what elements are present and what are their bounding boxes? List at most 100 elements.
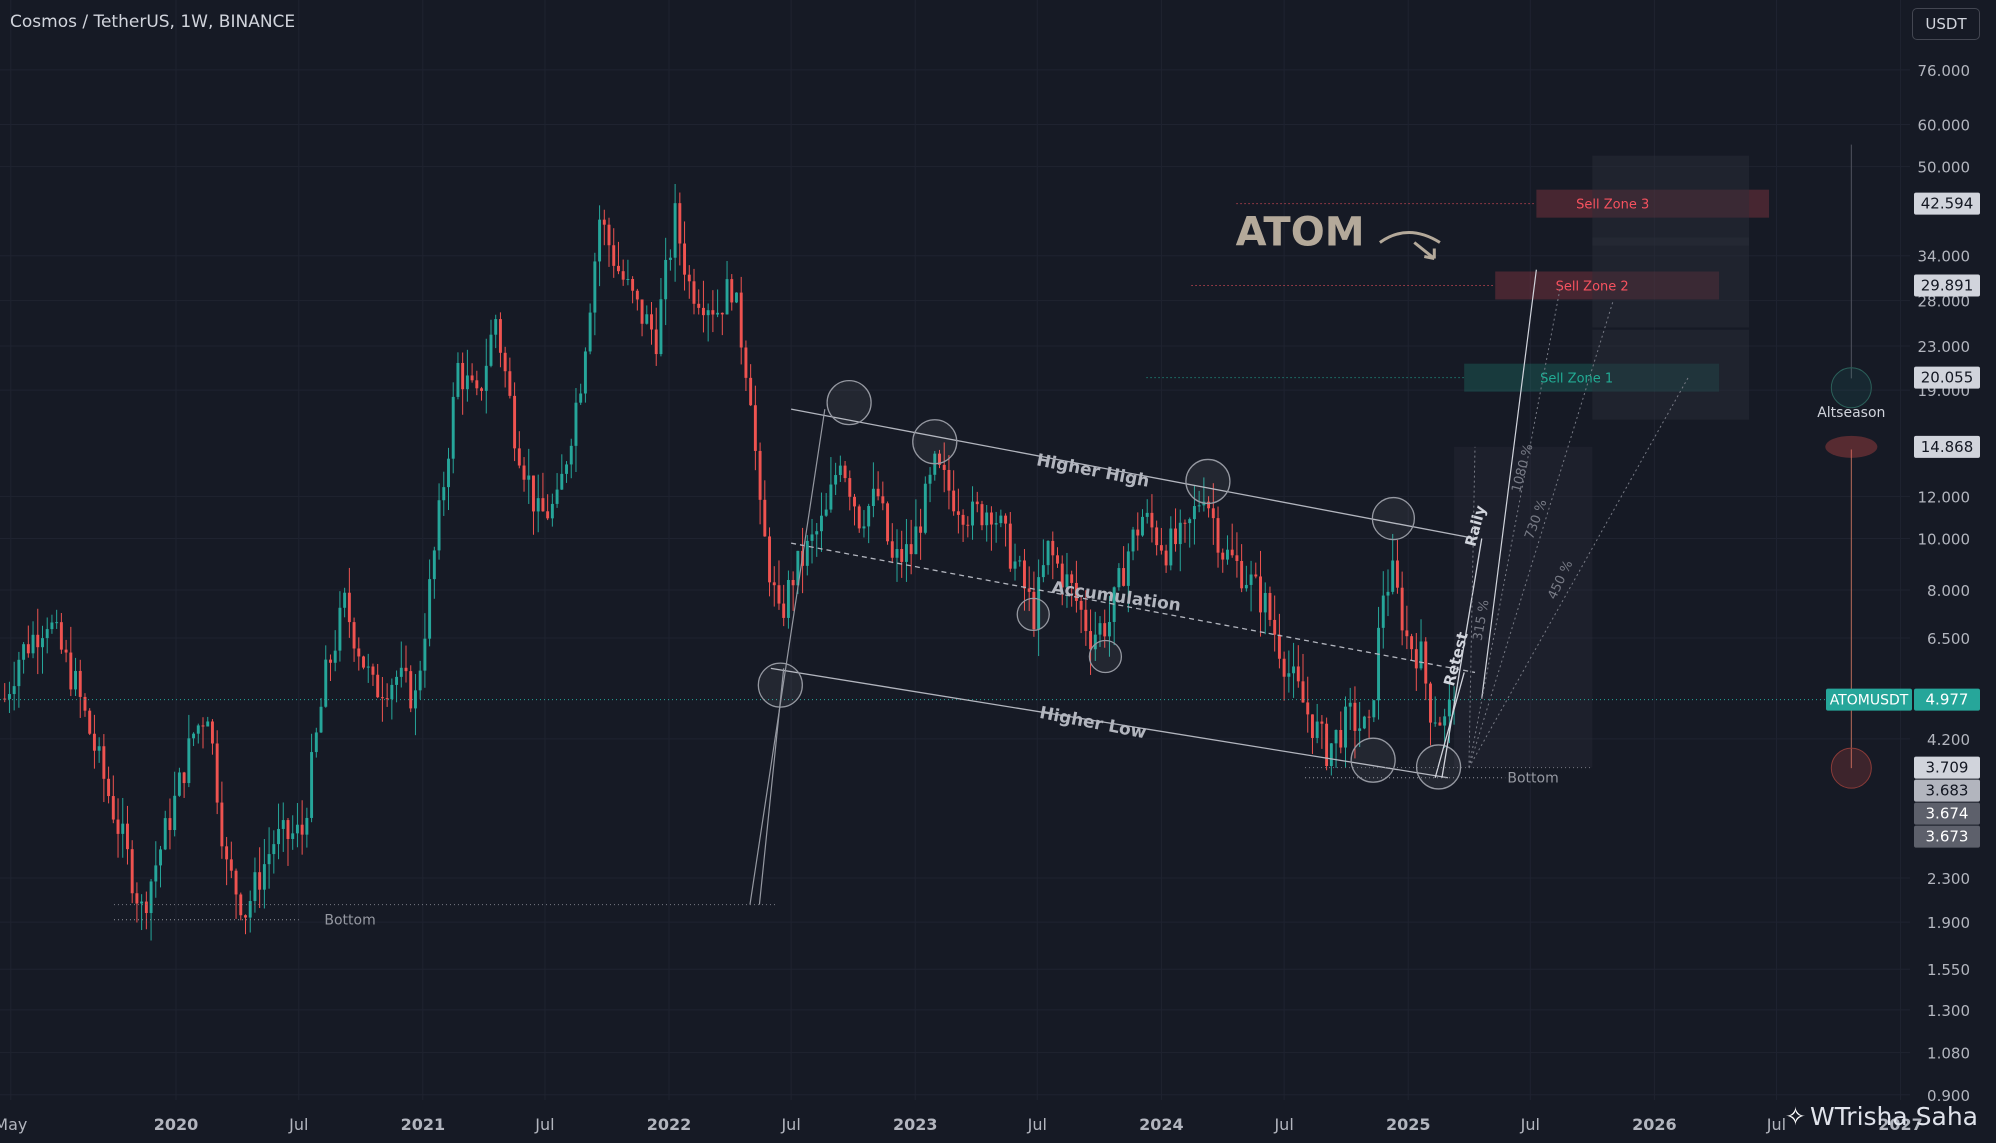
sell-zone-label: Sell Zone 1 [1540, 372, 1613, 387]
candle-body [177, 772, 181, 796]
price-label-box [1914, 435, 1980, 458]
candle-body [1419, 641, 1423, 669]
candle-body [1084, 609, 1088, 632]
candle-body [522, 465, 526, 480]
candle-body [451, 396, 455, 459]
candle-body [659, 299, 663, 355]
candle-body [1348, 702, 1352, 707]
candle-body [1268, 592, 1272, 620]
candle-body [413, 690, 417, 709]
watermark-text: WTrisha Saha [1809, 1102, 1978, 1131]
candle-body [1301, 681, 1305, 703]
y-tick-label: 1.300 [1927, 1002, 1970, 1020]
candles-layer [3, 184, 1456, 941]
candle-body [616, 265, 620, 272]
candle-body [1178, 522, 1182, 545]
currency-button[interactable]: USDT [1912, 8, 1980, 40]
candle-body [923, 483, 927, 533]
candle-body [1098, 623, 1102, 635]
candle-body [253, 872, 257, 901]
candle-body [1249, 574, 1253, 585]
candle-body [928, 474, 932, 484]
candle-body [220, 802, 224, 847]
candle-body [1183, 522, 1187, 524]
candle-body [461, 362, 465, 390]
candle-body [437, 500, 441, 551]
bottom-label: Bottom [324, 913, 375, 929]
fan-line [1468, 300, 1614, 768]
candle-body [867, 506, 871, 527]
candle-body [791, 579, 795, 586]
price-label-text: 3.683 [1926, 782, 1969, 800]
candle-body [664, 259, 668, 300]
candle-body [7, 694, 11, 699]
candle-body [503, 352, 507, 372]
candle-body [1023, 560, 1026, 589]
candle-body [730, 279, 734, 303]
candle-body [1060, 563, 1064, 588]
candle-body [149, 881, 153, 914]
candle-body [1037, 577, 1041, 630]
y-tick-label: 0.900 [1927, 1087, 1970, 1105]
price-label-box [1914, 802, 1980, 825]
candle-body [602, 219, 606, 225]
candle-body [706, 310, 710, 316]
chart-grid [0, 0, 1910, 1100]
candle-body [234, 870, 238, 895]
candle-body [50, 622, 54, 630]
candle-body [1320, 721, 1324, 724]
candle-body [1358, 728, 1362, 731]
y-tick-label: 6.500 [1927, 630, 1970, 648]
candle-body [886, 503, 890, 542]
candle-body [74, 670, 78, 690]
candle-body [64, 649, 68, 653]
price-label-text: 3.674 [1926, 805, 1969, 823]
candle-body [631, 278, 635, 291]
candle-body [1079, 600, 1083, 610]
candle-body [640, 299, 644, 324]
candle-body [838, 465, 842, 476]
candle-body [1292, 666, 1296, 674]
candle-body [1032, 591, 1036, 630]
candle-body [942, 464, 946, 470]
y-tick-label: 12.000 [1918, 488, 1971, 506]
candle-body [763, 499, 767, 537]
candle-body [1197, 505, 1201, 507]
candle-body [555, 489, 559, 504]
candle-body [69, 652, 73, 690]
candle-body [1240, 560, 1244, 589]
candle-body [583, 351, 587, 394]
y-tick-label: 1.080 [1927, 1045, 1970, 1063]
candle-body [45, 629, 49, 639]
candle-body [1424, 641, 1428, 684]
candle-body [121, 823, 125, 834]
sell-zone-box [1464, 363, 1720, 392]
candle-body [579, 393, 583, 403]
x-tick-label: Jul [1027, 1115, 1047, 1134]
candle-body [947, 469, 951, 491]
candle-body [26, 644, 30, 654]
fan-percent-label: 315 % [1471, 599, 1493, 642]
pivot-circle [1371, 496, 1416, 541]
candle-body [229, 859, 233, 871]
sell-zone-shade [1592, 155, 1750, 246]
candle-body [1353, 702, 1357, 731]
candle-body [904, 544, 908, 562]
candle-body [206, 721, 210, 727]
candle-body [541, 498, 545, 512]
candle-body [489, 334, 493, 366]
candle-body [1164, 550, 1168, 566]
candle-body [938, 453, 941, 465]
symbol-header: Cosmos / TetherUS, 1W, BINANCE [10, 12, 296, 32]
candle-body [456, 362, 460, 397]
target-arrow [1481, 269, 1537, 699]
pivot-circle [1350, 737, 1396, 783]
candle-body [1254, 574, 1258, 577]
candle-body [484, 365, 488, 391]
candle-body [550, 503, 554, 519]
candle-body [357, 648, 361, 657]
candle-body [1145, 512, 1149, 517]
projection-box [1454, 446, 1593, 768]
candle-body [1192, 506, 1196, 520]
